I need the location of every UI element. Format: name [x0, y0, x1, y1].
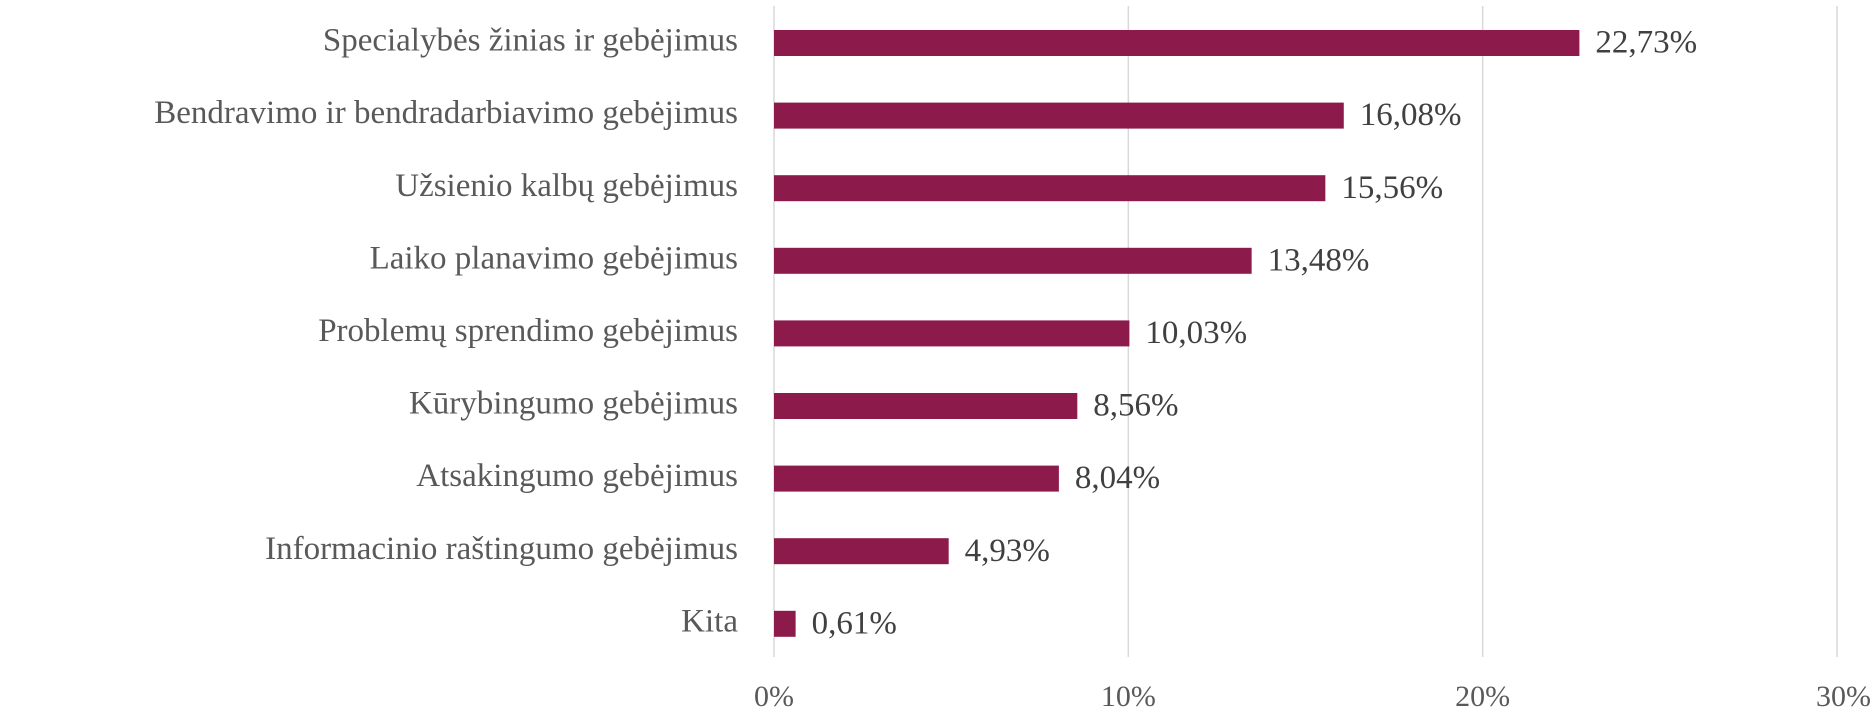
- x-tick-label: 30%: [1816, 680, 1871, 713]
- y-tick-label: Kita: [681, 603, 738, 639]
- x-tick-label: 10%: [1101, 680, 1156, 713]
- bar: [774, 175, 1326, 202]
- bar: [774, 393, 1078, 419]
- y-tick-label: Bendravimo ir bendradarbiavimo gebėjimus: [154, 95, 738, 131]
- data-label: 8,04%: [1075, 460, 1160, 496]
- bar: [774, 610, 796, 637]
- y-tick-label: Kūrybingumo gebėjimus: [409, 386, 738, 422]
- y-tick-label: Specialybės žinias ir gebėjimus: [323, 23, 738, 59]
- data-label: 16,08%: [1360, 97, 1462, 133]
- bar: [774, 538, 949, 565]
- bar: [774, 465, 1059, 492]
- y-tick-label: Problemų sprendimo gebėjimus: [318, 313, 738, 349]
- x-tick-label: 0%: [754, 680, 794, 713]
- y-tick-label: Informacinio raštingumo gebėjimus: [265, 531, 738, 567]
- data-label: 0,61%: [812, 605, 897, 641]
- bar: [774, 30, 1580, 56]
- data-label: 15,56%: [1341, 170, 1443, 206]
- bar: [774, 320, 1130, 347]
- y-tick-label: Atsakingumo gebėjimus: [416, 458, 738, 494]
- y-tick-label: Užsienio kalbų gebėjimus: [395, 168, 738, 204]
- bar: [774, 247, 1252, 274]
- y-tick-label: Laiko planavimo gebėjimus: [370, 240, 738, 276]
- data-label: 8,56%: [1093, 388, 1178, 424]
- data-label: 22,73%: [1595, 25, 1697, 61]
- data-label: 10,03%: [1145, 315, 1247, 351]
- data-label: 4,93%: [965, 533, 1050, 569]
- bar: [774, 102, 1344, 129]
- data-label: 13,48%: [1268, 242, 1370, 278]
- x-tick-label: 20%: [1455, 680, 1510, 713]
